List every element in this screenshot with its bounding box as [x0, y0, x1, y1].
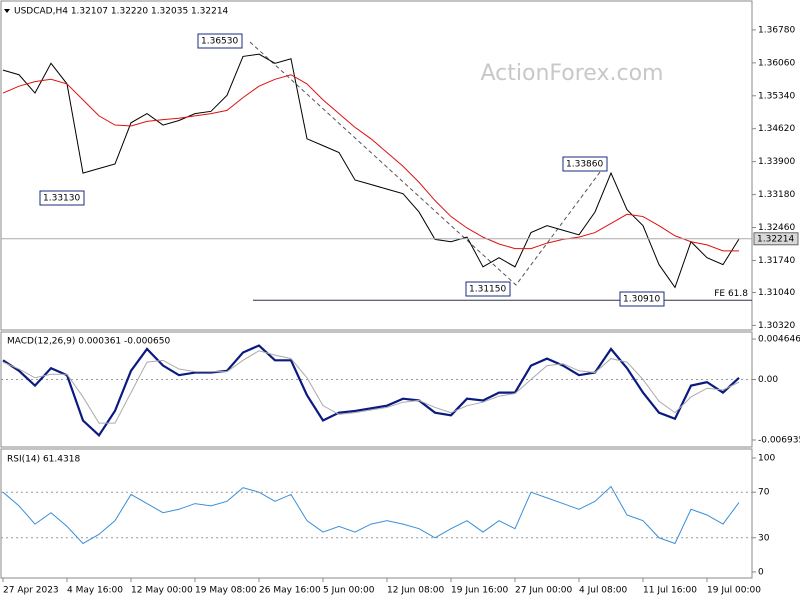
annotation: 1.33860: [566, 160, 603, 170]
x-tick-label: 27 Jun 00:00: [515, 586, 572, 596]
x-tick-label: 19 Jul 00:00: [707, 586, 761, 596]
annotation-box: [197, 33, 243, 49]
y-tick-label: 1.31740: [758, 256, 795, 266]
y-tick-label: 1.33180: [758, 190, 795, 200]
fibo-lines: [249, 41, 607, 286]
annotation: 1.36530: [201, 37, 238, 47]
x-tick-label: 5 Jun 00:00: [323, 586, 375, 596]
macd-title: MACD(12,26,9) 0.000361 -0.000650: [7, 337, 170, 347]
x-tick-label: 12 Jun 08:00: [387, 586, 444, 596]
price-panel: [0, 0, 753, 331]
fe-label: FE 61.8: [714, 289, 748, 299]
y-tick-label: 1.36780: [758, 25, 795, 35]
series-line: [2, 74, 739, 252]
x-tick-label: 4 Jul 08:00: [579, 586, 628, 596]
annotation: 1.33130: [43, 194, 80, 204]
x-tick-label: 12 May 00:00: [131, 586, 193, 596]
series-line: [2, 53, 740, 289]
y-tick-label: 1.36060: [758, 58, 795, 68]
y-tick-label: 1.34620: [758, 124, 795, 134]
y-tick-label: 1.32460: [758, 223, 795, 233]
annotation-box: [39, 190, 85, 206]
macd-panel: [0, 331, 753, 448]
rsi-title: RSI(14) 61.4318: [7, 455, 80, 465]
x-tick-label: 11 Jul 16:00: [643, 586, 697, 596]
series-line: [2, 350, 740, 424]
annotation: 1.31150: [469, 285, 506, 295]
annotation-box: [619, 291, 665, 307]
current-price-label: 1.32214: [757, 234, 794, 244]
y-tick-label: 30: [758, 533, 770, 543]
x-tick-label: 26 May 16:00: [259, 586, 321, 596]
y-tick-label: -0.006935: [758, 435, 800, 445]
annotation-box: [465, 281, 511, 297]
x-tick-label: 19 May 08:00: [195, 586, 257, 596]
x-tick-label: 4 May 16:00: [67, 586, 123, 596]
y-tick-label: 1.30320: [758, 321, 795, 331]
series-line: [2, 344, 740, 438]
watermark: ActionForex.com: [481, 61, 664, 86]
y-tick-label: 1.35340: [758, 91, 795, 101]
y-tick-label: 0.004646: [758, 335, 800, 345]
chart-title: USDCAD,H4 1.32107 1.32220 1.32035 1.3221…: [14, 7, 229, 17]
x-tick-label: 19 Jun 16:00: [451, 586, 508, 596]
y-tick-label: 0: [758, 567, 764, 577]
menu-arrow: [4, 9, 10, 13]
y-tick-label: 100: [758, 454, 775, 464]
x-tick-label: 27 Apr 2023: [3, 586, 59, 596]
current-price-tag: [753, 232, 799, 246]
y-tick-label: 70: [758, 488, 770, 498]
y-tick-label: 0.00: [758, 375, 778, 385]
y-tick-label: 1.31040: [758, 288, 795, 298]
y-tick-label: 1.33900: [758, 157, 795, 167]
annotation-box: [562, 156, 608, 172]
series-line: [2, 485, 740, 545]
annotation: 1.30910: [623, 295, 660, 305]
rsi-panel: [0, 448, 753, 579]
